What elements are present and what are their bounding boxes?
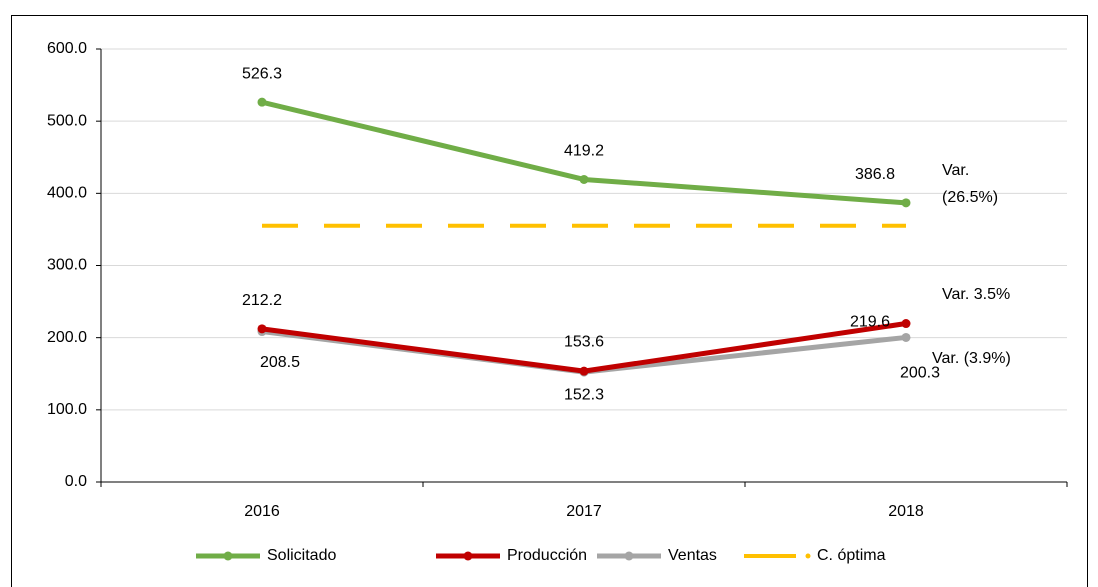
data-point bbox=[901, 319, 911, 329]
x-tick-label: 2017 bbox=[566, 503, 602, 520]
y-tick-label: 200.0 bbox=[47, 329, 87, 346]
legend-label: Ventas bbox=[668, 547, 717, 564]
data-point bbox=[901, 332, 911, 342]
annotation: (26.5%) bbox=[942, 189, 998, 206]
data-label: 152.3 bbox=[564, 386, 604, 403]
x-tick-label: 2018 bbox=[888, 503, 924, 520]
y-tick-label: 500.0 bbox=[47, 112, 87, 129]
annotation: Var. (3.9%) bbox=[932, 350, 1011, 367]
x-tick-label: 2016 bbox=[244, 503, 280, 520]
legend-label: Producción bbox=[507, 547, 587, 564]
data-point bbox=[579, 174, 589, 184]
data-label: 526.3 bbox=[242, 65, 282, 82]
data-label: 419.2 bbox=[564, 143, 604, 160]
data-label: 153.6 bbox=[564, 333, 604, 350]
legend-label: C. óptima bbox=[817, 547, 886, 564]
y-tick-label: 100.0 bbox=[47, 401, 87, 418]
data-label: 208.5 bbox=[260, 354, 300, 371]
data-point bbox=[901, 198, 911, 208]
legend-label: Solicitado bbox=[267, 547, 336, 564]
annotation: Var. 3.5% bbox=[942, 286, 1010, 303]
data-point bbox=[257, 324, 267, 334]
chart-border bbox=[11, 15, 1088, 587]
data-label: 386.8 bbox=[855, 166, 895, 183]
y-tick-label: 400.0 bbox=[47, 185, 87, 202]
y-tick-label: 600.0 bbox=[47, 40, 87, 57]
data-label: 200.3 bbox=[900, 365, 940, 382]
data-point bbox=[579, 366, 589, 376]
legend-marker bbox=[463, 551, 473, 561]
data-point bbox=[257, 97, 267, 107]
legend-marker bbox=[805, 553, 811, 559]
y-tick-label: 300.0 bbox=[47, 257, 87, 274]
y-tick-label: 0.0 bbox=[65, 473, 87, 490]
data-label: 219.6 bbox=[850, 314, 890, 331]
annotation: Var. bbox=[942, 162, 969, 179]
legend-marker bbox=[624, 551, 634, 561]
legend-marker bbox=[223, 551, 233, 561]
data-label: 212.2 bbox=[242, 292, 282, 309]
